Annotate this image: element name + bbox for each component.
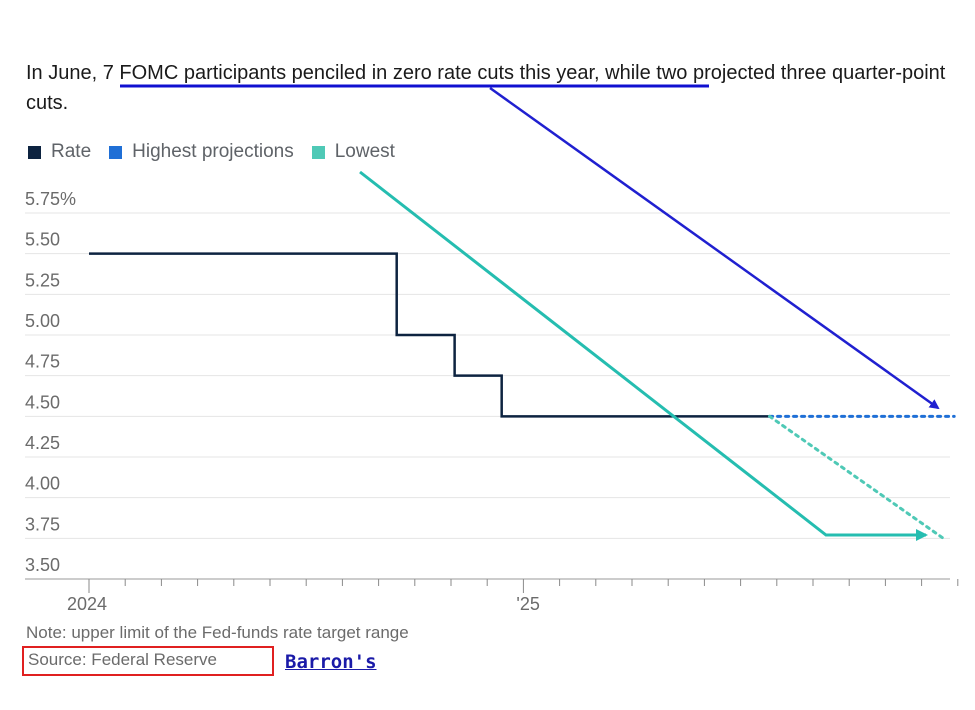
legend-item-highest: Highest projections <box>109 141 294 163</box>
legend-swatch-highest <box>109 145 123 159</box>
legend-item-lowest: Lowest <box>311 141 395 163</box>
y-tick-label: 4.50 <box>25 392 60 412</box>
source-highlight-box <box>22 646 274 676</box>
y-tick-label: 5.25 <box>25 270 60 290</box>
x-tick-label: '25 <box>516 594 539 614</box>
headline-start: In June, <box>26 62 103 84</box>
y-tick-label: 4.25 <box>25 433 60 453</box>
legend-swatch-lowest <box>311 145 325 159</box>
teal-annotation-arrow <box>359 170 928 541</box>
y-tick-label: 5.50 <box>25 230 60 250</box>
chart-source: Source: Federal Reserve <box>28 650 217 669</box>
brand-link[interactable]: Barron's <box>285 651 377 673</box>
y-tick-label: 3.75 <box>25 514 60 534</box>
y-tick-label: 3.50 <box>25 555 60 575</box>
y-tick-label: 4.00 <box>25 474 60 494</box>
y-tick-label: 5.00 <box>25 311 60 331</box>
legend-swatch-rate <box>28 145 41 159</box>
headline-highlight: 7 FOMC participants penciled in zero rat… <box>102 62 595 84</box>
series-line-lowest <box>768 414 945 540</box>
blue-annotation-arrow <box>489 86 940 410</box>
chart-legend: Rate Highest projections Lowest <box>28 141 395 163</box>
x-tick-label: 2024 <box>67 594 107 614</box>
series-line-rate <box>89 252 770 418</box>
chart-headline: In June, 7 FOMC participants penciled in… <box>26 58 956 118</box>
legend-label-highest: Highest projections <box>132 141 294 162</box>
y-tick-label: 4.75 <box>25 352 60 372</box>
headline-end: , while two projected three quarter-poin… <box>26 62 946 114</box>
chart-note: Note: upper limit of the Fed-funds rate … <box>26 623 409 642</box>
legend-label-rate: Rate <box>51 141 92 162</box>
legend-label-lowest: Lowest <box>334 141 395 162</box>
y-tick-label: 5.75% <box>25 189 76 209</box>
legend-item-rate: Rate <box>28 141 91 163</box>
